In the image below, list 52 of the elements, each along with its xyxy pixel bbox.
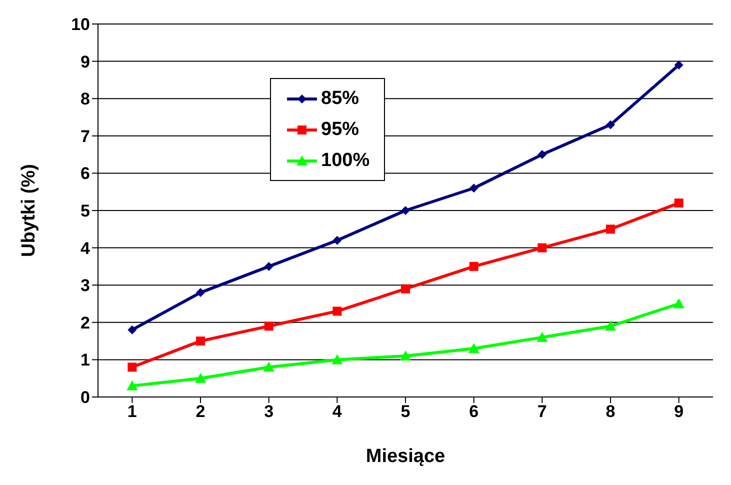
point bbox=[195, 372, 206, 383]
point bbox=[400, 350, 411, 360]
y-tick-label: 4 bbox=[80, 238, 91, 258]
point bbox=[674, 198, 684, 208]
point bbox=[469, 262, 478, 271]
point bbox=[469, 184, 478, 193]
point bbox=[606, 224, 615, 234]
point bbox=[401, 206, 410, 215]
x-tick-label: 6 bbox=[469, 402, 479, 422]
y-tick-label: 2 bbox=[80, 313, 90, 332]
legend-label: 100% bbox=[321, 150, 370, 172]
point bbox=[536, 332, 548, 342]
point bbox=[264, 322, 274, 331]
point bbox=[674, 60, 684, 70]
x-tick-label: 4 bbox=[332, 402, 342, 422]
y-tick-label: 0 bbox=[80, 388, 90, 408]
point bbox=[264, 262, 274, 271]
x-tick-label: 2 bbox=[196, 402, 206, 422]
point bbox=[196, 288, 205, 298]
point bbox=[605, 320, 616, 331]
y-tick-label: 9 bbox=[80, 52, 90, 72]
y-tick-label: 8 bbox=[80, 90, 90, 109]
point bbox=[332, 306, 342, 316]
y-tick-label: 6 bbox=[80, 164, 90, 184]
y-tick-label: 3 bbox=[80, 276, 90, 296]
y-tick-label: 5 bbox=[80, 202, 90, 221]
y-axis-title: Ubytki (%) bbox=[18, 164, 40, 257]
y-tick-label: 10 bbox=[71, 15, 90, 34]
point bbox=[128, 325, 137, 334]
point bbox=[538, 243, 547, 252]
y-tick-label: 7 bbox=[80, 126, 90, 146]
legend-label: 85% bbox=[321, 88, 360, 110]
x-axis-title: Miesiące bbox=[366, 446, 446, 467]
point bbox=[606, 120, 615, 130]
point bbox=[196, 336, 205, 346]
point bbox=[263, 362, 274, 372]
point bbox=[332, 354, 343, 364]
point bbox=[468, 343, 480, 354]
point bbox=[128, 362, 137, 372]
point bbox=[332, 236, 342, 245]
point bbox=[401, 284, 410, 294]
point bbox=[538, 150, 547, 160]
x-tick-label: 9 bbox=[674, 402, 684, 422]
y-tick-label: 1 bbox=[80, 350, 90, 370]
x-tick-label: 1 bbox=[127, 402, 137, 422]
x-tick-label: 8 bbox=[606, 402, 616, 422]
point bbox=[126, 380, 138, 390]
x-tick-label: 3 bbox=[264, 402, 274, 422]
legend-label: 95% bbox=[321, 118, 360, 140]
x-tick-label: 5 bbox=[400, 402, 410, 422]
x-tick-label: 7 bbox=[537, 402, 547, 422]
point bbox=[673, 298, 684, 308]
